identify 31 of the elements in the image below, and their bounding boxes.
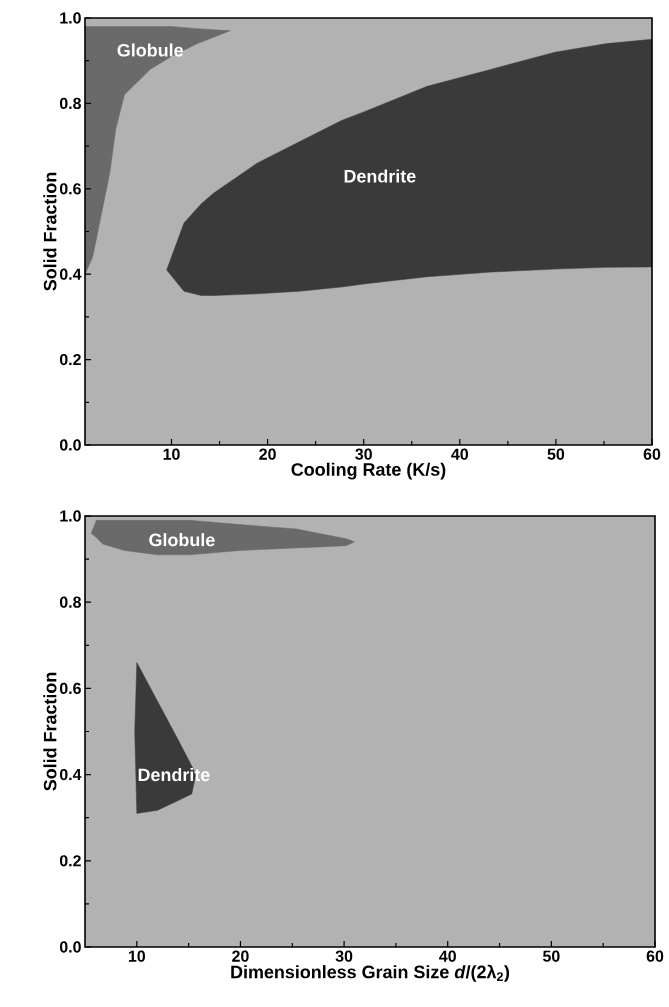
x-tick-label: 20 xyxy=(232,950,249,962)
y-tick-label: 0.6 xyxy=(59,183,81,195)
y-tick-label: 1.0 xyxy=(60,510,81,522)
x-tick-label: 10 xyxy=(163,448,180,460)
x-axis-title: Dimensionless Grain Size d/(2λ$_{2}$) xyxy=(231,964,510,982)
y-tick-label: 1.0 xyxy=(60,12,81,24)
y-axis-title: Solid Fraction xyxy=(43,672,57,791)
y-tick-label: 0.0 xyxy=(59,439,81,451)
x-tick-label: 60 xyxy=(643,448,661,460)
x-tick-label: 40 xyxy=(451,448,468,460)
y-tick-label: 0.0 xyxy=(59,941,81,953)
x-tick-label: 60 xyxy=(646,950,664,962)
annotation: Globule xyxy=(117,43,183,57)
annotation: Globule xyxy=(149,533,215,547)
x-axis-title: Cooling Rate (K/s) xyxy=(291,462,446,480)
y-tick-label: 0.4 xyxy=(59,268,82,280)
x-tick-label: 40 xyxy=(439,950,456,962)
x-tick-label: 50 xyxy=(547,448,565,460)
y-tick-label: 0.6 xyxy=(59,682,81,695)
x-tick-label: 20 xyxy=(259,448,276,460)
x-tick-label: 30 xyxy=(335,950,353,962)
x-tick-label: 10 xyxy=(128,950,146,962)
x-tick-label: 50 xyxy=(542,950,560,962)
y-axis-title: Solid Fraction xyxy=(43,172,57,291)
y-tick-label: 0.2 xyxy=(59,353,81,366)
x-tick-label: 30 xyxy=(355,448,372,460)
y-tick-label: 0.8 xyxy=(59,596,81,608)
y-tick-label: 0.4 xyxy=(59,768,82,781)
y-tick-label: 0.8 xyxy=(59,97,81,110)
annotation: Dendrite xyxy=(344,169,416,183)
y-tick-label: 0.2 xyxy=(59,855,81,867)
